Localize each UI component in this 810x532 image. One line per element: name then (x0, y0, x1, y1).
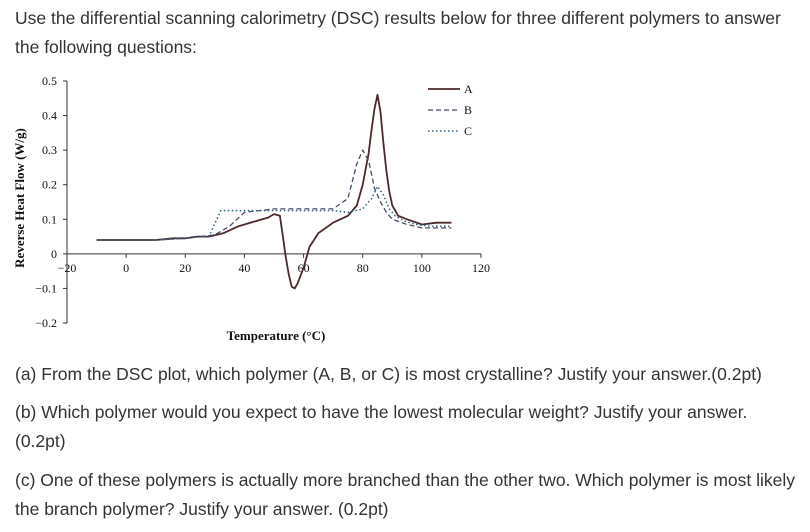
x-axis-label: Temperature (°C) (227, 328, 326, 343)
y-tick-label: 0.4 (42, 109, 57, 123)
question-b: (b) Which polymer would you expect to ha… (15, 402, 748, 451)
series-C-line (96, 185, 452, 241)
question-c: (c) One of these polymers is actually mo… (15, 470, 796, 519)
series-B-line (96, 149, 452, 241)
legend: ABC (428, 82, 473, 138)
x-tick-label: 0 (123, 261, 129, 275)
y-tick-label: 0.5 (42, 74, 57, 88)
x-axis: −20 0 20 40 60 80 100 120 (58, 253, 490, 275)
legend-label-C: C (464, 124, 472, 138)
series-A-line (96, 93, 452, 290)
y-axis-label: Reverse Heat Flow (W/g) (12, 128, 27, 268)
y-tick-label: −0.1 (35, 281, 57, 295)
y-axis: 0.5 0.4 0.3 0.2 0.1 0 −0.1 −0.2 (35, 74, 68, 330)
x-tick-label: 20 (179, 261, 191, 275)
y-tick-label: 0 (51, 247, 57, 261)
legend-label-B: B (464, 103, 472, 117)
y-tick-label: 0.1 (42, 212, 57, 226)
y-tick-label: −0.2 (35, 316, 57, 330)
question-a: (a) From the DSC plot, which polymer (A,… (15, 364, 762, 384)
dsc-chart: 0.50.40.30.20.10−0.1−0.2 −20 0 20 40 60 80 100… (12, 74, 490, 343)
y-tick-label: 0.2 (42, 178, 57, 192)
x-tick-label: 100 (413, 261, 431, 275)
y-tick-label: 0.3 (42, 143, 57, 157)
legend-label-A: A (464, 82, 473, 96)
question-intro: Use the differential scanning calorimetr… (15, 8, 781, 57)
x-tick-label: 120 (472, 261, 490, 275)
x-tick-label: −20 (58, 261, 77, 275)
series-lines (96, 93, 452, 290)
x-tick-label: 80 (357, 261, 369, 275)
x-tick-label: 40 (238, 261, 250, 275)
